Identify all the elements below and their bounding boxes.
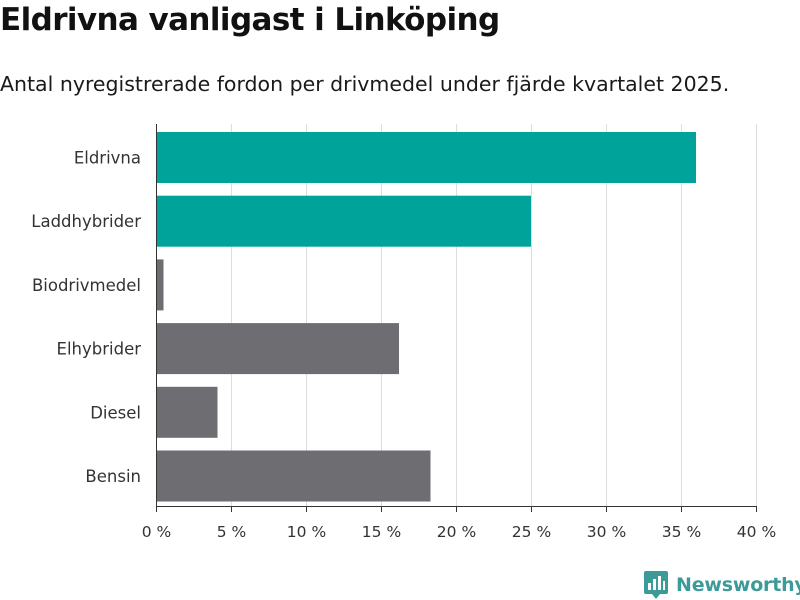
- bar-biodrivmedel: [156, 259, 164, 311]
- x-axis: 0 % 5 % 10 % 15 % 20 % 25 % 30 % 35 % 40 %: [142, 124, 776, 541]
- bar-diesel: [156, 386, 218, 438]
- brand-name: Newsworthy: [676, 574, 800, 596]
- bar-chart-bubble-icon: [644, 571, 668, 599]
- x-tick-label: 35 %: [662, 523, 701, 541]
- x-tick-label: 15 %: [362, 523, 401, 541]
- x-tick-label: 0 %: [142, 523, 172, 541]
- x-tick-label: 5 %: [217, 523, 247, 541]
- bar-laddhybrider: [156, 195, 531, 247]
- x-tick-label: 10 %: [287, 523, 326, 541]
- newsworthy-logo[interactable]: Newsworthy: [644, 571, 800, 599]
- category-labels: Eldrivna Laddhybrider Biodrivmedel Elhybrid…: [31, 149, 141, 487]
- x-tick-label: 20 %: [437, 523, 476, 541]
- category-label: Diesel: [90, 403, 141, 422]
- bars: [156, 132, 696, 502]
- x-tick-label: 30 %: [587, 523, 626, 541]
- bar-eldrivna: [156, 132, 696, 183]
- category-label: Bensin: [85, 467, 141, 486]
- bar-elhybrider: [156, 323, 399, 375]
- x-tick-label: 40 %: [737, 523, 776, 541]
- chart-subtitle: Antal nyregistrerade fordon per drivmede…: [0, 72, 730, 96]
- bar-chart: 0 % 5 % 10 % 15 % 20 % 25 % 30 % 35 % 40 % Eldri…: [31, 124, 776, 541]
- chart-title: Eldrivna vanligast i Linköping: [0, 2, 500, 38]
- x-tick-label: 25 %: [512, 523, 551, 541]
- category-label: Eldrivna: [74, 149, 141, 168]
- bar-bensin: [156, 450, 431, 502]
- category-label: Elhybrider: [57, 340, 142, 359]
- gridlines: [231, 124, 757, 506]
- category-label: Biodrivmedel: [32, 276, 141, 295]
- category-label: Laddhybrider: [31, 212, 141, 231]
